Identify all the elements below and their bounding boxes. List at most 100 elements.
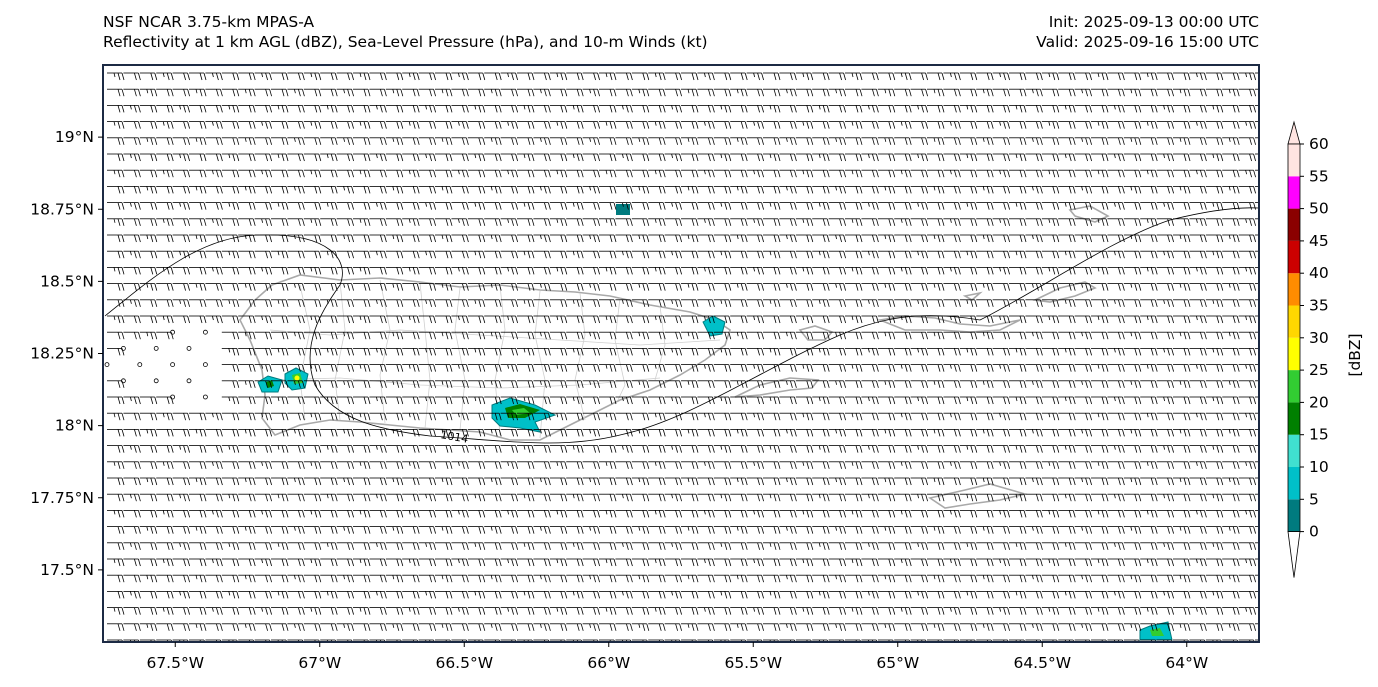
wind-barb	[1238, 72, 1256, 81]
wind-barb	[763, 105, 781, 113]
wind-barb	[205, 185, 223, 194]
wind-barb	[139, 105, 158, 113]
wind-barb	[910, 72, 928, 81]
wind-barb	[1107, 121, 1125, 129]
wind-barb	[435, 121, 453, 129]
wind-barb	[615, 137, 633, 145]
wind-barb	[763, 137, 781, 145]
wind-barb	[746, 137, 764, 145]
wind-barb	[1205, 88, 1224, 97]
wind-barb	[435, 185, 453, 194]
wind-barb	[681, 137, 699, 145]
wind-barb	[205, 105, 223, 113]
wind-barb	[107, 88, 125, 97]
wind-barb	[418, 169, 436, 178]
colorbar-tick-label: 35	[1309, 297, 1329, 315]
wind-barb	[746, 153, 764, 162]
wind-barb	[1255, 153, 1259, 155]
wind-barb	[992, 137, 1010, 145]
wind-barb	[254, 72, 272, 81]
wind-barb	[1156, 105, 1174, 113]
coastlines	[239, 205, 1110, 509]
wind-barb	[123, 105, 141, 113]
colorbar-extend-max	[1287, 120, 1301, 145]
fields-title: Reflectivity at 1 km AGL (dBZ), Sea-Leve…	[103, 33, 708, 51]
wind-barb	[287, 88, 305, 97]
wind-barb	[713, 88, 732, 97]
wind-barb	[1058, 153, 1076, 162]
wind-barb	[303, 169, 322, 178]
wind-barb	[812, 185, 830, 194]
wind-barb	[927, 169, 945, 178]
wind-barb	[615, 121, 633, 129]
wind-barb	[1238, 169, 1256, 178]
wind-barb	[1205, 153, 1224, 162]
wind-barb	[927, 137, 945, 145]
wind-barb	[303, 185, 322, 194]
wind-barb	[1074, 185, 1092, 194]
wind-barb	[238, 121, 256, 129]
wind-barb	[894, 137, 912, 145]
longitude-axis: 67.5°W 67°W 66.5°W 66°W 65.5°W 65°W 64.5°W 64°W	[146, 642, 1208, 672]
wind-barb	[1025, 121, 1043, 129]
wind-barb	[451, 105, 469, 113]
wind-barb	[1058, 185, 1076, 194]
wind-barb	[467, 88, 486, 97]
wind-barb	[107, 121, 125, 129]
wind-barb	[697, 169, 715, 178]
wind-barb	[1009, 185, 1027, 194]
wind-barb	[156, 137, 174, 145]
wind-barb	[845, 185, 863, 194]
wind-barb	[648, 105, 666, 113]
wind-barb	[517, 105, 535, 113]
wind-barb	[549, 169, 568, 178]
wind-barb	[795, 137, 814, 145]
wind-barb	[1156, 137, 1174, 145]
wind-barb	[582, 105, 600, 113]
wind-barb	[500, 169, 518, 178]
wind-barb	[877, 105, 896, 113]
wind-barb	[845, 121, 863, 129]
wind-barb	[746, 72, 764, 81]
wind-barb	[795, 185, 814, 194]
latitude-axis: 19°N 18.75°N 18.5°N 18.25°N 18°N 17.75°N 17.5°…	[30, 128, 103, 579]
wind-barb	[549, 185, 568, 194]
wind-barb	[713, 121, 732, 129]
wind-barb	[779, 72, 797, 81]
wind-barb	[795, 121, 814, 129]
wind-barb	[664, 72, 682, 81]
wind-barb	[927, 121, 945, 129]
wind-barb	[894, 169, 912, 178]
wind-barb	[123, 137, 141, 145]
colorbar-tick-label: 15	[1309, 426, 1329, 444]
wind-barb	[303, 121, 322, 129]
wind-barb	[664, 153, 682, 162]
wind-barb	[713, 137, 732, 145]
wind-barb	[582, 169, 600, 178]
wind-barb	[927, 105, 945, 113]
wind-barb	[1238, 105, 1256, 113]
wind-barb	[1074, 105, 1092, 113]
wind-barb	[402, 105, 420, 113]
lon-tick-label: 65°W	[876, 654, 919, 672]
wind-barb	[107, 185, 125, 194]
wind-barb	[1107, 137, 1125, 145]
wind-barb	[631, 88, 650, 97]
wind-barb	[877, 88, 896, 97]
wind-barb	[320, 137, 338, 145]
wind-barb	[631, 105, 650, 113]
wind-barb	[221, 88, 240, 97]
wind-barb	[828, 88, 846, 97]
wind-barb	[1156, 88, 1174, 97]
wind-barb	[976, 137, 994, 145]
wind-barb	[1140, 72, 1158, 81]
wind-barb	[271, 185, 289, 194]
wind-barb	[369, 105, 387, 113]
wind-barb	[1009, 137, 1027, 145]
wind-barb	[467, 185, 486, 194]
wind-barb	[1205, 105, 1224, 113]
wind-barb	[1025, 88, 1043, 97]
wind-barb	[894, 121, 912, 129]
wind-barb	[582, 88, 600, 97]
